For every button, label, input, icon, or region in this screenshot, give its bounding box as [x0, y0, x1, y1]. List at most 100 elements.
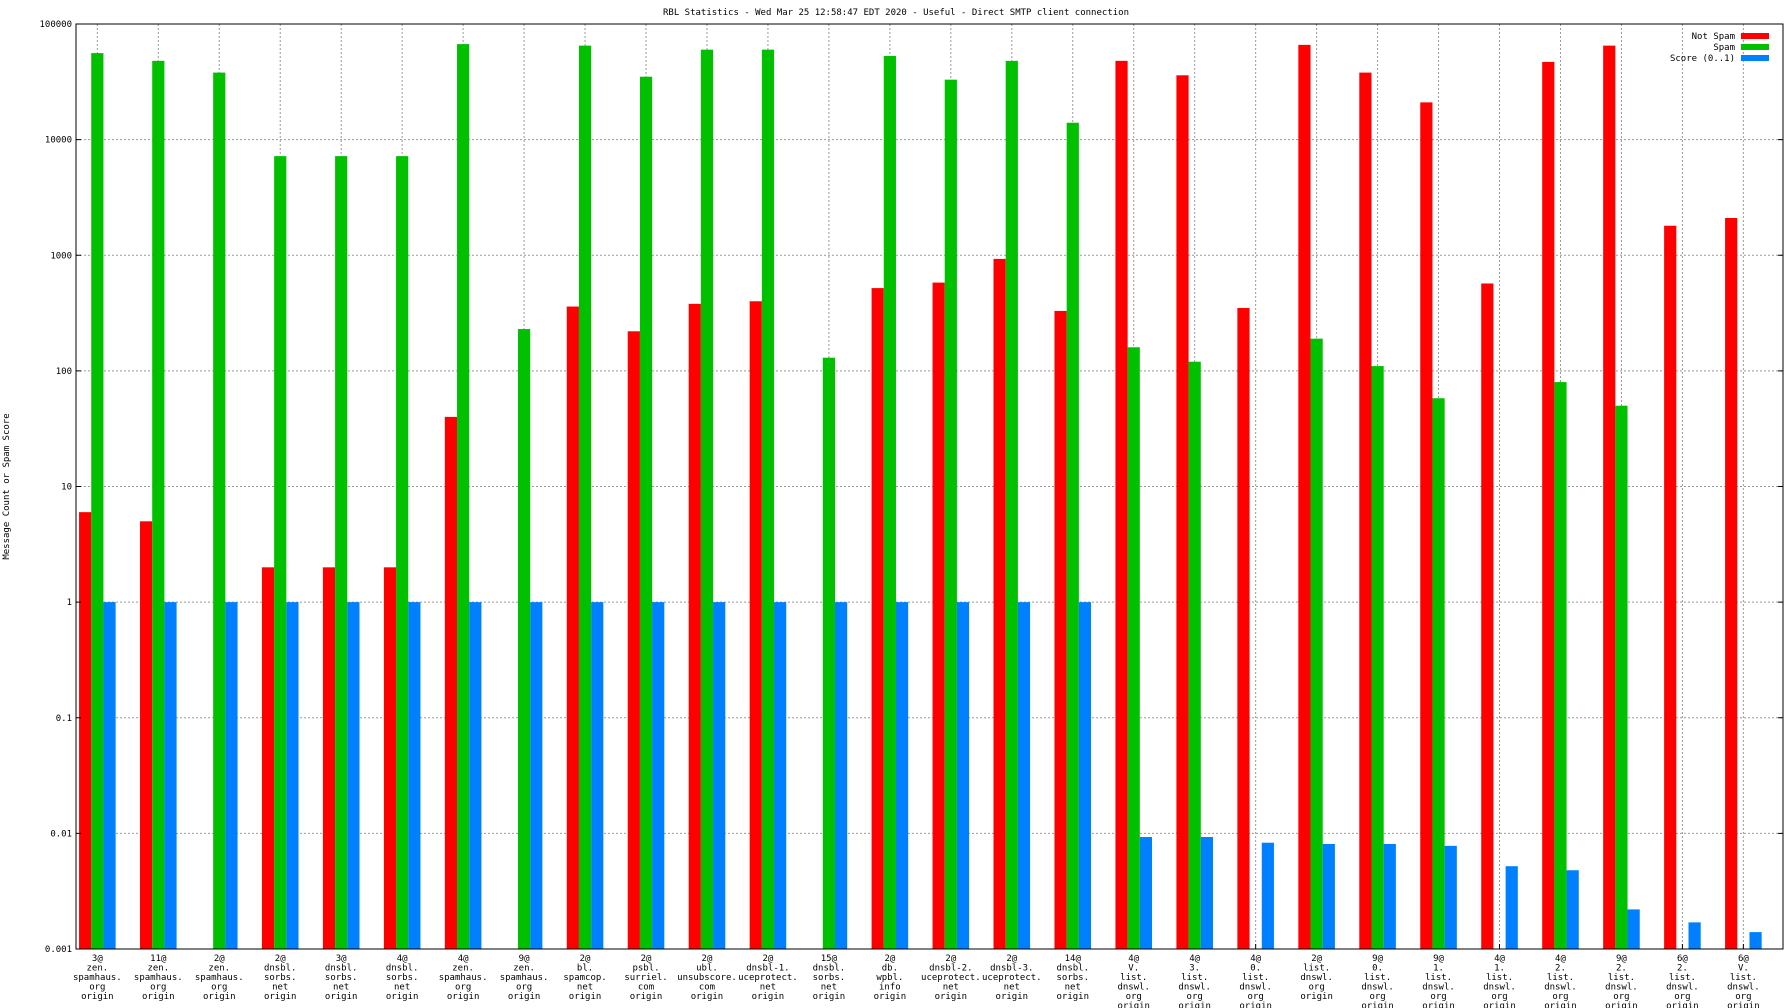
x-tick-label: 15@ dnsbl. sorbs. net origin [813, 954, 846, 1002]
x-tick-label: 2@ psbl. surriel. com origin [624, 954, 667, 1002]
bar-spam [396, 156, 409, 950]
bar-score-0-1 [895, 602, 909, 949]
y-axis-label: Message Count or Spam Score [2, 413, 12, 559]
y-tick-label: 1000 [50, 251, 72, 261]
bar-spam [1615, 405, 1628, 949]
bar-spam [822, 357, 836, 949]
bar-score-0-1 [164, 602, 177, 949]
y-tick-label: 0.01 [50, 829, 72, 839]
x-tick-label: 2@ db. wpbl. info origin [874, 954, 907, 1002]
y-tick-label: 1 [67, 598, 72, 608]
legend-swatch [1741, 55, 1769, 61]
x-tick-label: 4@ 0. list. dnswl. org origin [1239, 954, 1272, 1008]
bar-score-0-1 [1200, 837, 1213, 949]
bar-spam [1432, 398, 1445, 949]
bar-not-spam [1054, 310, 1067, 949]
bar-score-0-1 [835, 602, 848, 949]
bar-spam [457, 44, 470, 949]
bar-not-spam [566, 306, 579, 950]
bar-spam [517, 329, 531, 949]
x-tick-label: 4@ 1. list. dnswl. org origin [1483, 954, 1516, 1008]
x-tick-label: 4@ V. list. dnswl. org origin [1117, 954, 1150, 1008]
x-tick-label: 2@ dnsbl-2. uceprotect. net origin [921, 954, 981, 1002]
bar-not-spam [1115, 60, 1128, 949]
y-tick-label: 100000 [39, 20, 72, 30]
bar-score-0-1 [408, 602, 421, 949]
bar-not-spam [1298, 44, 1311, 949]
bar-score-0-1 [1627, 909, 1640, 949]
legend-swatch [1741, 44, 1769, 50]
legend-label: Not Spam [1692, 32, 1735, 42]
bar-score-0-1 [1749, 932, 1762, 949]
bar-spam [91, 53, 104, 949]
bar-not-spam [1237, 307, 1250, 949]
bar-spam [1310, 338, 1323, 949]
x-tick-label: 9@ zen. spamhaus. org origin [500, 954, 549, 1002]
x-tick-label: 9@ 0. list. dnswl. org origin [1361, 954, 1394, 1008]
bar-score-0-1 [1688, 922, 1701, 949]
bar-not-spam [1603, 45, 1616, 949]
x-tick-label: 4@ zen. spamhaus. org origin [439, 954, 488, 1002]
bar-spam [1127, 347, 1140, 949]
x-tick-label: 6@ V. list. dnswl. org origin [1727, 954, 1760, 1008]
bar-score-0-1 [1444, 845, 1457, 949]
x-tick-label: 14@ dnsbl. sorbs. net origin [1057, 954, 1090, 1002]
x-tick-label: 9@ 1. list. dnswl. org origin [1422, 954, 1455, 1008]
bar-spam [335, 156, 348, 950]
legend-swatch [1741, 33, 1769, 39]
bar-score-0-1 [103, 602, 116, 949]
bar-not-spam [383, 567, 397, 949]
bar-score-0-1 [652, 602, 665, 949]
bars [79, 44, 1762, 950]
x-tick-label: 9@ 2. list. dnswl. org origin [1605, 954, 1638, 1008]
x-tick-label: 2@ dnsbl-3. uceprotect. net origin [982, 954, 1042, 1002]
bar-not-spam [993, 258, 1006, 949]
x-tick-label: 3@ zen. spamhaus. org origin [73, 954, 122, 1002]
bar-spam [761, 49, 775, 950]
bar-not-spam [932, 282, 945, 949]
bar-spam [152, 60, 165, 949]
bar-score-0-1 [774, 602, 787, 949]
y-tick-label: 10000 [45, 136, 72, 146]
bar-not-spam [1542, 61, 1555, 949]
bar-not-spam [1481, 283, 1494, 950]
x-tick-label: 4@ 2. list. dnswl. org origin [1544, 954, 1577, 1008]
bar-not-spam [627, 331, 640, 950]
bar-not-spam [1176, 75, 1189, 950]
bar-score-0-1 [1078, 602, 1092, 949]
y-tick-label: 0.001 [45, 945, 72, 955]
bar-not-spam [79, 512, 92, 949]
chart-title: RBL Statistics - Wed Mar 25 12:58:47 EDT… [663, 8, 1129, 18]
bar-score-0-1 [1322, 843, 1335, 949]
bar-score-0-1 [286, 602, 299, 949]
legend-label: Score (0..1) [1670, 54, 1735, 64]
bar-not-spam [688, 303, 701, 949]
bar-score-0-1 [1383, 843, 1396, 949]
x-tick-label: 2@ dnsbl. sorbs. net origin [264, 954, 297, 1002]
bar-score-0-1 [713, 602, 726, 949]
x-tick-label: 2@ dnsbl-1. uceprotect. net origin [738, 954, 798, 1002]
bar-spam [1371, 366, 1384, 949]
y-tick-label: 10 [61, 483, 72, 493]
x-tick-label: 6@ 2. list. dnswl. org origin [1666, 954, 1699, 1008]
bar-not-spam [871, 288, 884, 949]
x-tick-label: 11@ zen. spamhaus. org origin [134, 954, 183, 1002]
bar-spam [883, 55, 896, 949]
bar-spam [274, 156, 287, 950]
bar-score-0-1 [347, 602, 360, 949]
bar-spam [1188, 361, 1201, 949]
y-tick-label: 100 [56, 367, 72, 377]
bar-not-spam [261, 567, 275, 949]
bar-not-spam [1664, 225, 1677, 949]
bar-spam [1554, 382, 1567, 950]
bar-not-spam [444, 416, 458, 949]
bar-spam [1005, 60, 1018, 949]
bar-score-0-1 [469, 602, 482, 949]
bar-spam [213, 72, 226, 949]
y-tick-label: 0.1 [56, 714, 72, 724]
bar-score-0-1 [956, 602, 970, 949]
bar-score-0-1 [225, 602, 238, 949]
grid-lines [76, 24, 1783, 949]
